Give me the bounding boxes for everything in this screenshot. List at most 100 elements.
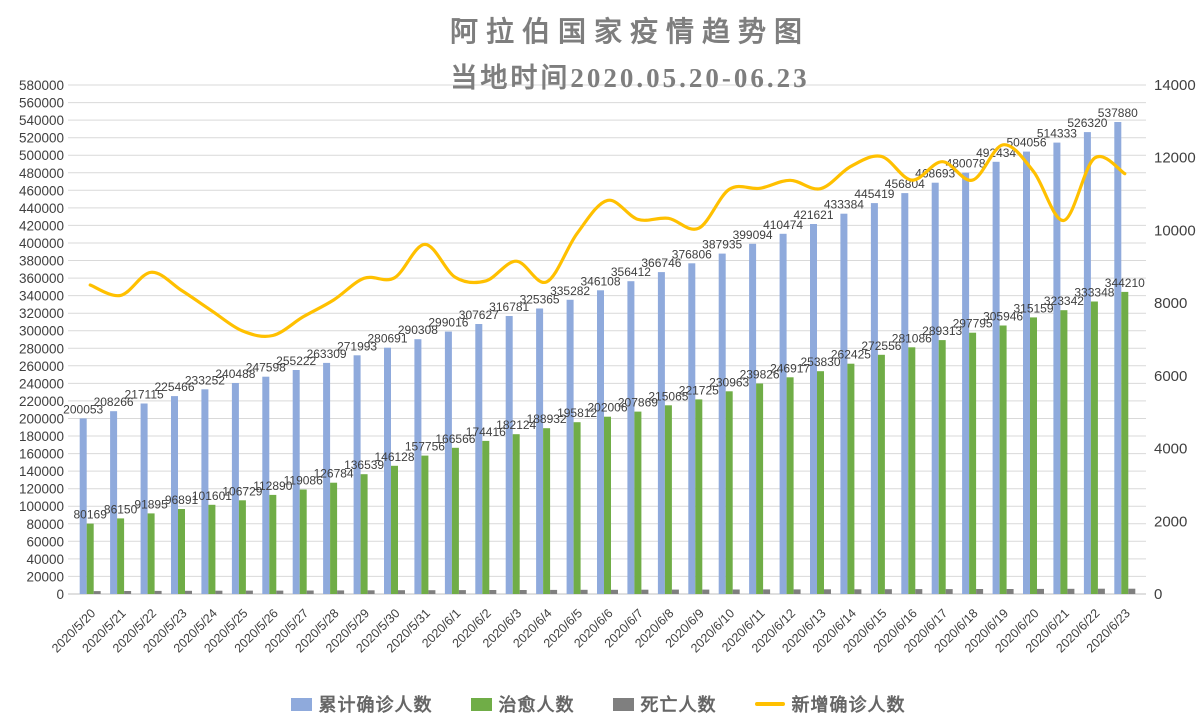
bar-value-label: 263309	[307, 347, 347, 361]
bar-deaths	[671, 589, 679, 594]
bar-value-label: 217115	[125, 388, 164, 402]
left-axis-tick-label: 580000	[19, 78, 64, 93]
left-axis-tick-label: 220000	[19, 394, 64, 409]
bar-value-label: 221725	[679, 383, 719, 397]
bar-value-label: 514333	[1037, 127, 1077, 141]
bar-cumulative-confirmed	[1114, 122, 1122, 594]
bar-cumulative-confirmed	[353, 355, 361, 594]
bar-deaths	[458, 590, 466, 594]
bar-value-label: 262425	[831, 348, 871, 362]
bar-cured	[451, 447, 459, 594]
bar-cumulative-confirmed	[536, 308, 544, 594]
left-axis-tick-label: 400000	[19, 236, 64, 251]
bar-cumulative-confirmed	[1023, 151, 1030, 594]
bar-cumulative-confirmed	[475, 324, 483, 594]
right-axis-tick-label: 4000	[1154, 441, 1187, 458]
right-axis-tick-label: 2000	[1154, 513, 1187, 530]
bar-cumulative-confirmed	[292, 370, 300, 594]
bar-value-label: 315159	[1013, 301, 1053, 315]
bar-deaths	[154, 590, 162, 594]
bar-value-label: 247598	[246, 361, 286, 375]
bar-cumulative-confirmed	[171, 396, 178, 594]
bar-deaths	[1037, 588, 1044, 594]
left-axis-tick-label: 100000	[19, 499, 64, 514]
right-axis-tick-label: 0	[1154, 586, 1162, 603]
left-axis-tick-label: 460000	[19, 183, 64, 198]
bar-cumulative-confirmed	[201, 389, 209, 594]
bar-value-label: 281086	[892, 331, 932, 345]
bar-value-label: 86150	[104, 502, 138, 516]
bar-cured	[421, 455, 429, 594]
bar-value-label: 207869	[618, 396, 658, 410]
bar-value-label: 240488	[215, 367, 255, 381]
bar-cured	[877, 354, 885, 594]
bar-cumulative-confirmed	[505, 316, 513, 594]
bar-cumulative-confirmed	[110, 411, 118, 594]
deaths-swatch-icon	[612, 697, 634, 711]
chart-legend: 累计确诊人数 治愈人数 死亡人数 新增确诊人数	[0, 691, 1196, 717]
bar-cumulative-confirmed	[779, 233, 787, 595]
bar-deaths	[854, 589, 862, 594]
bar-value-label: 335282	[550, 284, 590, 298]
left-axis-tick-label: 560000	[19, 96, 64, 111]
bar-value-labels: 2000532082662171152254662332522404882475…	[63, 106, 1145, 522]
bar-cured	[604, 416, 611, 594]
bar-value-label: 316781	[489, 300, 529, 314]
left-axis-tick-label: 500000	[19, 148, 64, 163]
bar-cured	[999, 325, 1007, 594]
bar-cured	[634, 411, 642, 594]
bar-value-label: 289313	[922, 324, 962, 338]
bar-value-label: 208266	[94, 395, 134, 409]
bar-cumulative-confirmed	[962, 172, 970, 594]
bar-cured	[208, 504, 216, 594]
bar-cumulative-confirmed	[444, 331, 452, 594]
bar-value-label: 195812	[557, 406, 597, 420]
cured-swatch-icon	[470, 697, 492, 711]
series-bar-cured	[86, 291, 1129, 594]
bar-deaths	[367, 590, 375, 594]
bar-value-label: 325365	[520, 293, 560, 307]
left-axis-tick-label: 280000	[19, 341, 64, 356]
bar-cumulative-confirmed	[718, 253, 726, 594]
bar-deaths	[93, 591, 101, 594]
bar-deaths	[124, 591, 132, 594]
bar-cured	[117, 518, 125, 594]
left-axis-tick-label: 80000	[26, 517, 64, 532]
bar-cured	[573, 422, 581, 594]
bar-cured	[1060, 310, 1068, 594]
bar-cured	[299, 489, 307, 594]
legend-item-new-confirmed: 新增确诊人数	[754, 691, 906, 717]
left-axis-tick-label: 340000	[19, 289, 64, 304]
bar-deaths	[1067, 588, 1075, 594]
left-axis-tick-label: 520000	[19, 131, 64, 146]
bar-deaths	[215, 590, 223, 594]
bar-cured	[969, 332, 977, 594]
left-axis-tick-label: 440000	[19, 201, 64, 216]
bar-value-label: 101601	[192, 489, 232, 503]
left-axis-tick-label: 20000	[26, 569, 64, 584]
legend-item-cumulative-confirmed: 累计确诊人数	[290, 691, 433, 717]
bar-value-label: 410474	[763, 218, 803, 232]
bar-deaths	[1006, 589, 1014, 594]
left-axis-tick-label: 140000	[19, 464, 64, 479]
bar-cumulative-confirmed	[566, 299, 574, 594]
bar-deaths	[1128, 588, 1136, 594]
bar-cured	[512, 434, 520, 594]
bar-cured	[147, 513, 155, 594]
left-axis-tick-label: 0	[56, 587, 64, 602]
legend-item-deaths: 死亡人数	[612, 691, 717, 717]
bar-value-label: 80169	[74, 508, 108, 522]
bar-value-label: 333348	[1074, 286, 1114, 300]
bar-value-label: 146128	[374, 450, 414, 464]
bar-value-label: 376806	[672, 247, 712, 261]
bar-value-label: 399094	[733, 228, 773, 242]
chart-title-line1: 阿拉伯国家疫情趋势图	[449, 17, 810, 48]
legend-item-cured: 治愈人数	[470, 691, 575, 717]
bar-value-label: 239826	[740, 368, 780, 382]
bar-deaths	[580, 589, 588, 594]
left-axis-tick-label: 320000	[19, 306, 64, 321]
bar-cumulative-confirmed	[870, 203, 878, 594]
bar-value-label: 480078	[946, 157, 986, 171]
left-axis-tick-label: 300000	[19, 324, 64, 339]
